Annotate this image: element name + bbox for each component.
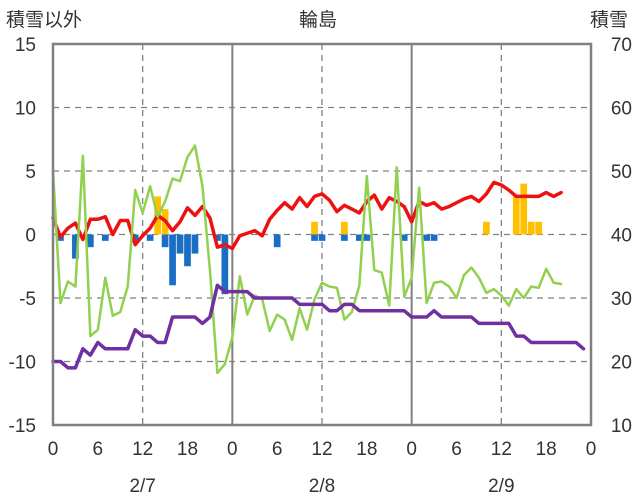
right-y-tick-label: 50 [611,162,632,183]
plot-frame [51,42,593,427]
precip-bar [184,234,191,267]
right-axis-title: 積雪 [590,9,628,31]
precip-bar [311,221,318,235]
precip-bar [318,234,326,241]
precip-bar [363,234,371,241]
left-y-tick-label: 5 [25,162,36,183]
precip-bar [355,234,363,241]
left-y-tick-label: -5 [19,289,36,310]
left-axis-title: 積雪以外 [6,9,82,31]
date-label: 2/7 [129,476,155,497]
right-y-tick-label: 10 [611,416,632,437]
purple-series-line [51,283,586,370]
right-y-tick-label: 60 [611,99,632,120]
precip-bar [520,183,528,235]
precip-bar [527,221,535,235]
x-tick-label: 18 [536,439,557,460]
precip-bar [72,234,79,259]
precip-bar [483,221,490,235]
precip-bar [101,234,109,241]
precip-bar [311,234,318,241]
right-y-tick-label: 40 [611,226,632,247]
date-label: 2/8 [309,476,335,497]
x-tick-label: 12 [311,439,332,460]
x-tick-label: 6 [93,439,104,460]
x-tick-label: 18 [356,439,377,460]
chart-title: 輪島 [299,9,337,31]
x-tick-label: 6 [451,439,462,460]
precip-bar [176,234,184,254]
x-tick-label: 6 [272,439,283,460]
red-series-line [51,180,563,251]
precip-bar [169,234,176,286]
left-y-tick-label: -15 [9,416,36,437]
left-y-tick-label: 0 [25,226,36,247]
precip-bar [341,234,348,241]
precip-bar [430,234,438,241]
green-series-line [51,144,563,375]
precip-bar [131,234,139,241]
left-y-tick-label: -10 [9,353,36,374]
precip-bar [400,234,408,241]
precip-bar [341,221,348,235]
precip-bar [535,221,543,235]
precip-bar [146,234,154,241]
precip-bar [512,196,520,235]
precip-bar [161,234,169,248]
precip-bar [273,234,281,248]
precip-bar [423,234,430,241]
precip-bar [221,234,229,295]
left-y-tick-label: 10 [15,99,36,120]
x-tick-label: 0 [227,439,238,460]
left-y-tick-label: 15 [15,35,36,56]
x-tick-label: 12 [491,439,512,460]
right-y-tick-label: 30 [611,289,632,310]
date-label: 2/9 [488,476,514,497]
precip-bar [191,234,199,254]
x-tick-label: 0 [586,439,597,460]
x-tick-label: 0 [48,439,59,460]
x-tick-label: 12 [132,439,153,460]
precip-bar [214,234,221,241]
x-tick-label: 0 [406,439,417,460]
right-y-tick-label: 70 [611,35,632,56]
right-y-tick-label: 20 [611,353,632,374]
precip-bar [86,234,94,248]
x-tick-label: 18 [177,439,198,460]
